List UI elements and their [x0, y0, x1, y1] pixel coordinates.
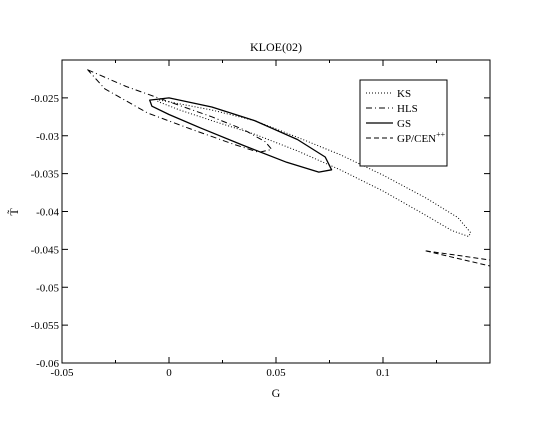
series-ks-line: [155, 98, 472, 237]
y-tick-label: -0.055: [31, 320, 60, 332]
legend-label-ks: KS: [397, 88, 411, 100]
chart-title: KLOE(02): [250, 40, 302, 54]
x-tick-label: 0.1: [376, 367, 390, 379]
x-tick-label: 0: [166, 367, 172, 379]
x-tick-label: -0.05: [51, 367, 74, 379]
legend-label-gs: GS: [397, 118, 411, 130]
x-axis: -0.05 0 0.05 0.1: [51, 60, 437, 379]
y-tick-label: -0.035: [31, 169, 60, 181]
legend-label-hls: HLS: [397, 103, 418, 115]
y-tick-label: -0.025: [31, 93, 60, 105]
legend-label-gp-cen: GP/CEN++: [397, 130, 446, 145]
x-axis-title: G: [272, 386, 281, 400]
y-tick-label: -0.04: [36, 207, 59, 219]
x-tick-label: 0.05: [266, 367, 286, 379]
y-tick-label: -0.06: [36, 358, 59, 370]
series-gp-cen-line: [425, 250, 490, 267]
series-gp-cen-line: [425, 250, 490, 261]
y-tick-label: -0.045: [31, 244, 60, 256]
series-hls-line: [87, 69, 273, 153]
y-tick-label: -0.05: [36, 282, 59, 294]
y-axis: -0.025 -0.03 -0.035 -0.04 -0.045 -0.05 -0.055 -…: [31, 93, 490, 370]
series-layer: [87, 69, 490, 267]
series-gs-line: [149, 97, 333, 173]
y-tick-label: -0.03: [36, 131, 59, 143]
y-axis-title: T̃: [7, 208, 21, 216]
